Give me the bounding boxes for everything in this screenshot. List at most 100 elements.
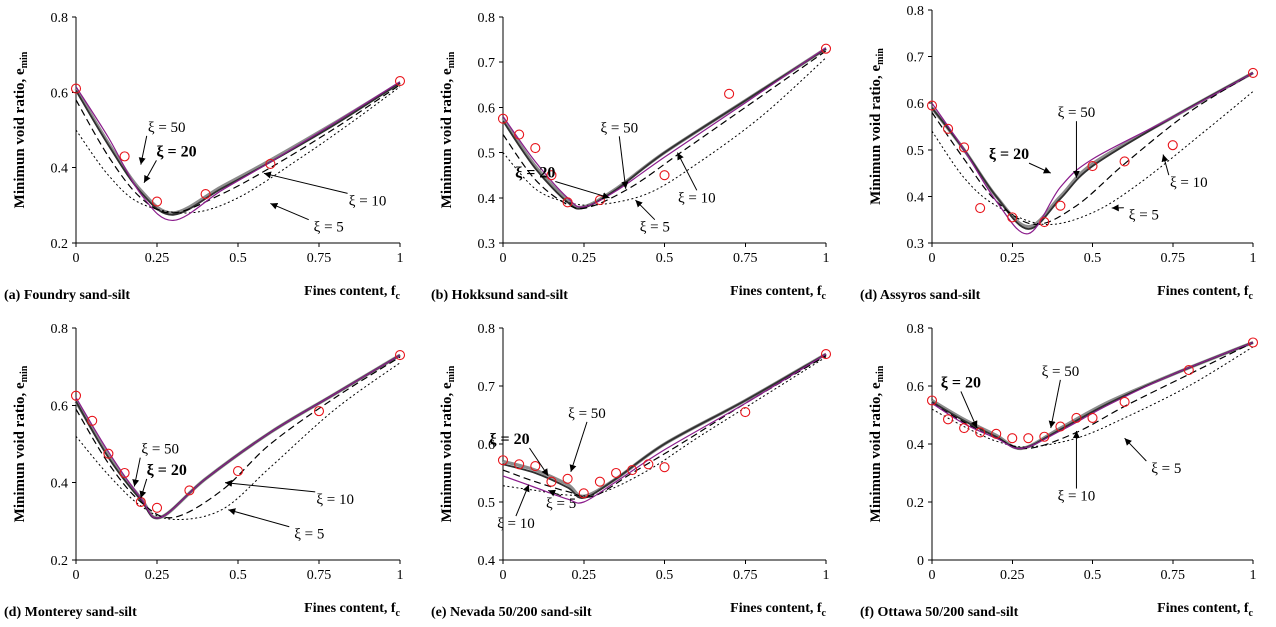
data-point [1119,396,1130,408]
data-point [562,197,573,208]
x-tick-label: 0.25 [572,568,597,583]
data-point [1247,67,1259,78]
annotation-label: ξ = 10 [349,193,387,209]
annotation-arrow [139,478,148,499]
data-point [643,459,654,470]
data-point [975,427,986,438]
y-tick-label: 0.6 [478,438,496,453]
x-tick-label: 0.5 [1084,568,1102,583]
y-tick-label: 0.4 [478,554,496,569]
x-tick-label: 0.75 [733,568,758,583]
y-tick-label: 0.7 [907,51,925,66]
x-axis-label: Fines content, fc [304,284,400,302]
x-axis-label: Fines content, fc [1157,601,1253,619]
data-point [594,195,605,206]
annotation-label: ξ = 10 [1058,489,1096,505]
x-tick-label: 1 [823,568,830,583]
y-tick-label: 0.4 [907,438,925,453]
data-point [151,502,163,513]
y-tick-label: 0.6 [907,97,925,112]
data-point [530,143,541,154]
x-tick-label: 0.25 [145,251,170,266]
annotation-label: ξ = 50 [1042,364,1080,380]
x-tick-label: 0.5 [656,251,674,266]
data-point [578,488,589,499]
data-point [820,43,832,54]
series-line-purple [75,354,401,519]
series-line-dot [502,356,827,497]
y-axis-label: Minimun void ratio, emin [439,365,457,522]
chart-panel-2: 0 0.25 0.5 0.75 1 0.3 0.4 0.5 0.6 0.7 0.8 Minimun v… [860,4,1259,303]
x-axis-label: Fines content, fc [730,284,826,302]
data-point [659,462,670,473]
x-tick-label: 0 [500,568,507,583]
y-tick-label: 0.4 [51,477,69,492]
annotation-arrow [548,489,562,497]
y-tick-label: 0.8 [51,11,69,26]
chart-panel-4: 0 0.25 0.5 0.75 1 0.4 0.5 0.6 0.7 0.8 Minimun void… [431,322,832,620]
x-tick-label: 0 [73,251,80,266]
annotation-label: ξ = 20 [156,143,196,160]
annotation-arrow [1161,154,1170,176]
y-tick-label: 0.5 [478,147,496,162]
annotation-label: ξ = 5 [1151,461,1181,477]
x-tick-label: 0.75 [1161,251,1186,266]
x-tick-label: 0.75 [733,251,758,266]
data-point [1023,433,1034,444]
x-axis-label: Fines content, fc [304,601,400,619]
x-tick-label: 0.5 [229,251,247,266]
x-tick-label: 0 [500,251,507,266]
x-tick-label: 0.75 [307,251,332,266]
data-point [820,349,832,360]
x-tick-label: 1 [1250,251,1257,266]
data-point [1007,433,1018,444]
data-point [1007,212,1018,223]
data-point [514,129,525,140]
annotation-arrow [270,202,309,221]
annotation-arrow [132,457,141,487]
series-line-thick [931,341,1254,450]
data-point [1039,216,1050,228]
series-line-dot [75,86,401,214]
y-tick-label: 0.8 [51,322,69,337]
data-point [87,415,98,426]
annotation-label: ξ = 5 [640,220,670,236]
annotation-arrow [618,136,629,189]
x-tick-label: 1 [397,251,404,266]
annotation-label: ξ = 20 [941,374,981,391]
annotation-label: ξ = 50 [141,442,179,458]
y-tick-label: 0.6 [907,380,925,395]
x-tick-label: 0.75 [1161,568,1186,583]
chart-panel-5: 0 0.25 0.5 0.75 1 0 0.2 0.4 0.6 0.8 Minimun void r… [860,322,1259,620]
panel-caption: (f) Ottawa 50/200 sand-silt [860,605,1019,620]
data-point [724,88,735,99]
x-axis-label: Fines content, fc [1157,284,1253,302]
series-line-purple [931,341,1254,450]
annotation-arrow [569,421,588,472]
data-point [1119,156,1130,167]
data-point [942,414,954,425]
data-point [975,203,986,214]
data-point [119,151,130,162]
annotation-label: ξ = 10 [678,190,716,206]
series-line-purple [75,81,401,222]
x-tick-label: 0.25 [1000,568,1025,583]
data-point [1087,412,1098,423]
y-axis-label: Minimun void ratio, emin [12,51,30,208]
data-point [394,75,406,87]
data-point [1055,421,1066,432]
annotation-arrow [635,199,656,221]
y-tick-label: 0.3 [907,237,925,252]
data-point [546,476,557,487]
y-tick-label: 0.5 [907,144,925,159]
chart-panel-1: 0 0.25 0.5 0.75 1 0.3 0.4 0.5 0.6 0.7 0.8 Minimun v… [431,11,832,303]
data-point [1039,431,1050,442]
data-point [119,467,130,479]
data-point [610,467,622,479]
annotation-label: ξ = 20 [489,431,529,448]
annotation-arrow [515,484,530,517]
y-axis-label: Minimun void ratio, emin [439,51,457,208]
data-point [70,83,82,94]
y-tick-label: 0.2 [907,496,925,511]
series-line-dot [75,362,401,521]
